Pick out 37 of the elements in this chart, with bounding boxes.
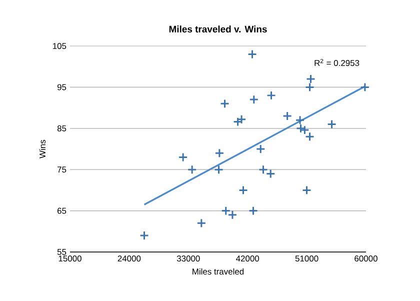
chart-title: Miles traveled v. Wins xyxy=(169,26,267,32)
x-tick-label: 60000 xyxy=(354,256,378,262)
point xyxy=(295,115,305,125)
point xyxy=(266,90,276,100)
x-tick-label: 42000 xyxy=(236,256,260,262)
point xyxy=(305,82,314,92)
point xyxy=(256,144,266,154)
point xyxy=(282,111,292,121)
y-tick-label: 65 xyxy=(58,208,66,214)
y-tick-label: 55 xyxy=(57,249,66,255)
point xyxy=(238,185,248,195)
point xyxy=(178,152,188,162)
point xyxy=(302,185,312,195)
point xyxy=(140,230,149,240)
point xyxy=(248,206,258,216)
point xyxy=(327,120,337,130)
y-tick-label: 85 xyxy=(57,125,66,132)
x-tick-label: 33000 xyxy=(176,256,200,262)
point xyxy=(296,124,306,134)
point xyxy=(214,148,224,158)
y-tick-label: 75 xyxy=(58,166,66,173)
point xyxy=(214,164,224,174)
point xyxy=(248,50,258,59)
x-axis-title: Miles traveled xyxy=(192,268,244,275)
point xyxy=(187,164,197,174)
x-tick-label: 51000 xyxy=(295,256,318,262)
point xyxy=(196,218,206,228)
y-tick-label: 105 xyxy=(52,43,66,49)
x-tick-label: 24000 xyxy=(118,256,141,262)
point xyxy=(220,98,230,108)
y-tick-label: 95 xyxy=(57,84,66,90)
y-axis-title: Wins xyxy=(39,140,46,158)
point xyxy=(306,74,316,84)
point xyxy=(249,94,259,104)
point xyxy=(360,82,370,92)
x-tick-label: 15000 xyxy=(58,256,82,262)
annotation: R$^{2}$ = 0.2953 xyxy=(314,58,360,66)
